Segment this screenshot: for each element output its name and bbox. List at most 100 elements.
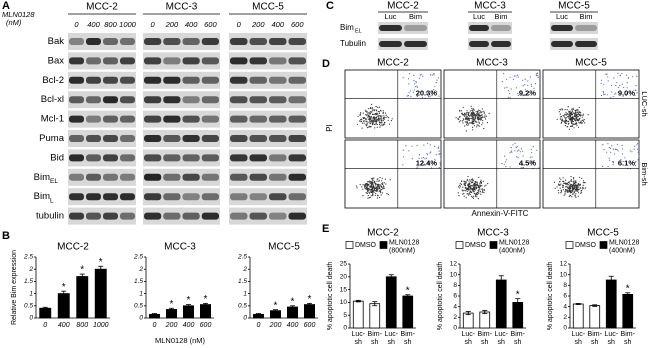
cell-dot [508, 90, 510, 92]
cell-dot [584, 122, 586, 124]
cell-dot [564, 125, 567, 127]
cell-dot [576, 184, 578, 187]
group-title: MCC-3 [474, 1, 506, 12]
cell-dot [376, 126, 378, 128]
cell-dot [366, 112, 368, 114]
cell-dot [564, 119, 567, 121]
blot-band [551, 41, 573, 47]
cell-dot [522, 95, 524, 97]
cell-dot [375, 183, 377, 185]
cell-dot [560, 116, 562, 118]
cell-dot [378, 106, 381, 108]
cell-dot [566, 113, 568, 115]
cell-dot [402, 149, 404, 151]
cell-dot [632, 76, 634, 78]
cell-dot [612, 96, 614, 98]
cell-dot [470, 113, 472, 115]
error-bar [608, 275, 614, 285]
cell-dot [482, 119, 484, 122]
blot-band [103, 96, 118, 104]
cell-dot [582, 182, 585, 184]
cell-dot [466, 113, 468, 115]
x-tick-label: 400 [183, 322, 195, 329]
error-bar [465, 311, 471, 316]
cell-dot [377, 106, 379, 109]
cell-dot [473, 186, 475, 188]
blot-band [404, 41, 427, 47]
cell-dot [387, 193, 389, 196]
bar [352, 300, 364, 329]
lane-label: Bim [409, 12, 422, 21]
cell-dot [574, 181, 576, 183]
cell-dot [483, 188, 485, 191]
cell-dot [475, 183, 477, 185]
x-tick-label: Luc-sh [604, 331, 618, 346]
cell-dot [613, 77, 615, 79]
blot-band [230, 193, 248, 201]
cell-dot [433, 74, 435, 76]
cell-dot [425, 91, 427, 94]
cell-dot [411, 145, 413, 147]
cell-dot [430, 94, 432, 96]
cell-dot [466, 121, 468, 123]
y-axis-label: Relative Bim expression [11, 250, 18, 325]
cell-dot [366, 183, 368, 185]
cell-dot [600, 79, 603, 81]
cell-dot [537, 72, 539, 74]
cell-dot [457, 192, 459, 194]
cell-dot [626, 93, 628, 95]
blot-band [182, 212, 200, 220]
cell-dot [380, 118, 382, 120]
cell-dot [378, 118, 380, 120]
cell-dot [566, 186, 568, 188]
cell-dot [572, 187, 574, 190]
cell-dot [417, 166, 419, 168]
error-bar [152, 313, 157, 316]
cell-dot [484, 118, 486, 120]
cell-dot [384, 112, 387, 114]
y-tick-label: 25 [340, 261, 348, 268]
blot-band [120, 154, 135, 162]
cell-dot [375, 123, 378, 125]
cell-dot [520, 148, 523, 150]
cell-dot [564, 120, 566, 122]
protein-label: tubulin [36, 211, 64, 222]
bar [286, 306, 298, 319]
y-tick-label: 2 [453, 314, 457, 321]
cell-dot [581, 119, 583, 121]
cell-dot [462, 118, 465, 120]
flow-plot-frame [443, 69, 541, 139]
blot-band [230, 115, 248, 123]
cell-dot [561, 108, 563, 110]
cell-dot [637, 159, 639, 161]
cell-dot [460, 112, 463, 114]
blot-band [86, 135, 101, 142]
blot-band [86, 38, 101, 45]
cell-dot [412, 91, 414, 93]
cell-dot [471, 118, 473, 120]
cell-dot [577, 126, 580, 128]
x-tick-label: 0 [257, 322, 261, 329]
bar [605, 279, 617, 329]
cell-dot [475, 194, 477, 197]
cell-dot [519, 151, 522, 153]
cell-dot [567, 190, 569, 192]
cell-dot [621, 144, 623, 146]
cell-dot [369, 120, 371, 122]
cell-dot [565, 117, 567, 119]
cell-dot [474, 115, 476, 117]
cell-dot [378, 196, 381, 199]
cell-dot [468, 118, 470, 120]
cell-dot [374, 119, 376, 121]
cell-dot [383, 123, 385, 125]
cell-dot [567, 116, 569, 118]
cell-dot [381, 119, 383, 121]
cell-dot [438, 95, 440, 97]
cell-dot [379, 190, 381, 192]
x-tick-label: Luc-sh [571, 331, 585, 346]
cell-dot [433, 161, 435, 163]
significance-marker: * [170, 299, 174, 310]
blot-band [69, 38, 84, 45]
cell-dot [408, 150, 410, 152]
blot-background [143, 110, 220, 128]
